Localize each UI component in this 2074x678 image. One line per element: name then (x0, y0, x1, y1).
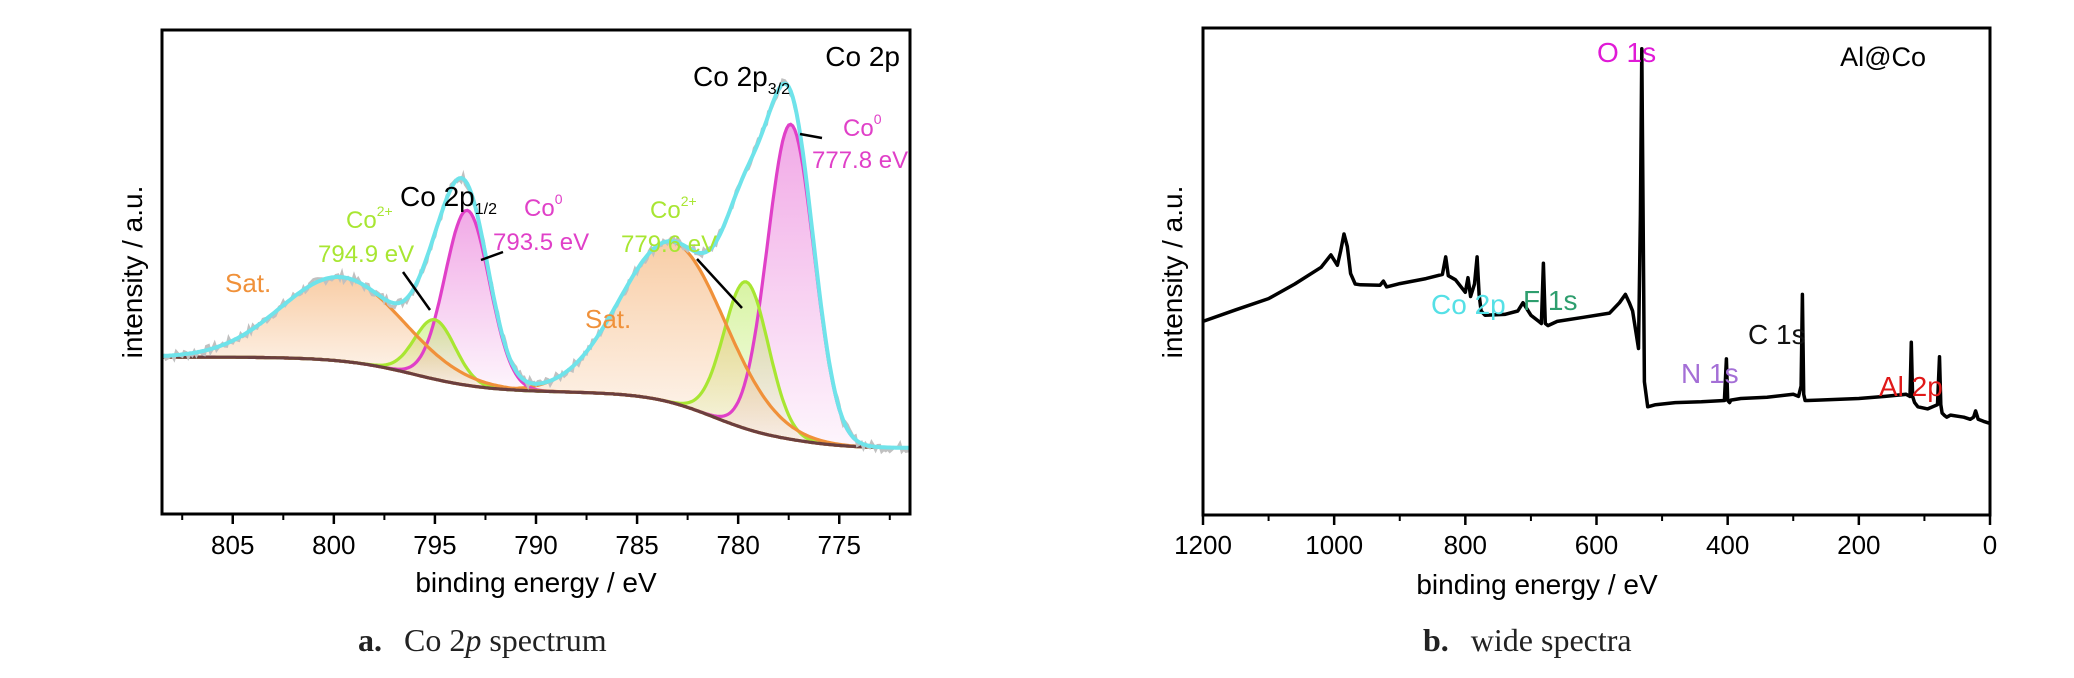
plot-frame (1201, 26, 1992, 517)
x-tick-label: 200 (1837, 530, 1880, 560)
chart-b-svg: 1200 1000 800 600 400 200 0 binding energy / e… (1157, 26, 1997, 600)
panel-b-wide-spectra: 1200 1000 800 600 400 200 0 binding energy / e… (1037, 0, 2074, 678)
caption-b: b. wide spectra (1423, 622, 1632, 662)
leader-line-co2-779 (696, 258, 743, 309)
y-axis-label: intensity / a.u. (1157, 186, 1188, 359)
annotation-co2-794-symbol: Co2+ (346, 203, 393, 234)
caption-text-italic: p (465, 622, 482, 658)
leader-line-co2-794 (401, 271, 432, 311)
peak-label-n1s: N 1s (1681, 358, 1739, 389)
x-tick-label: 800 (1444, 530, 1487, 560)
x-tick-label: 800 (312, 530, 355, 560)
caption-a: a. Co 2p spectrum (358, 622, 607, 662)
x-tick-label: 780 (716, 530, 759, 560)
annotation-sat-2p32: Sat. (585, 304, 631, 334)
peak-label-co2p: Co 2p (1431, 289, 1506, 320)
x-tick-label: 400 (1706, 530, 1749, 560)
component-fill-5 (170, 277, 514, 390)
component-lines (161, 78, 910, 455)
x-tick-label: 600 (1575, 530, 1618, 560)
annotation-co0-793-symbol: Co0 (524, 191, 563, 222)
x-tick-label: 785 (615, 530, 658, 560)
background-line (162, 355, 910, 450)
x-axis-label: binding energy / eV (1416, 569, 1658, 600)
x-tick-label: 1000 (1305, 530, 1363, 560)
leader-line-co0-793 (480, 250, 504, 262)
annotation-sat-2p12: Sat. (225, 268, 271, 298)
caption-text: wide spectra (1470, 622, 1632, 658)
x-axis-ticks: 1200 1000 800 600 400 200 0 (1174, 515, 1997, 560)
peak-label-c1s: C 1s (1748, 319, 1806, 350)
peak-label-al2p: Al 2p (1879, 371, 1943, 402)
caption-letter: a. (358, 622, 382, 658)
annotation-co2-779-symbol: Co2+ (650, 193, 697, 224)
caption-text-pre: Co 2 (404, 622, 466, 658)
x-tick-label: 775 (818, 530, 861, 560)
caption-letter: b. (1423, 622, 1449, 658)
wide-spectrum-line (1202, 47, 1991, 426)
envelope-line (161, 81, 910, 450)
chart-a-svg: 805 800 795 790 785 780 775 binding energy / e… (117, 28, 912, 598)
annotation-co2-779-value: 779.6 eV (621, 231, 717, 258)
annotation-co0-777-symbol: Co0 (843, 111, 882, 142)
corner-label: Al@Co (1840, 42, 1926, 72)
annotation-co0-793-value: 793.5 eV (493, 229, 589, 256)
x-axis-label: binding energy / eV (415, 567, 657, 598)
x-axis-ticks: 805 800 795 790 785 780 775 (181, 514, 891, 560)
x-tick-label: 1200 (1174, 530, 1232, 560)
leader-line-co0-777 (799, 132, 823, 140)
annotation-co2p32: Co 2p3/2 (693, 61, 790, 98)
panel-a-co2p-spectrum: 805 800 795 790 785 780 775 binding energy / e… (117, 28, 912, 662)
x-tick-label: 795 (413, 530, 456, 560)
component-fill-2 (511, 241, 836, 446)
annotation-co0-777-value: 777.8 eV (812, 147, 908, 174)
peak-label-f1s: F 1s (1523, 285, 1577, 316)
y-axis-label: intensity / a.u. (117, 186, 148, 359)
x-tick-label: 790 (514, 530, 557, 560)
peak-label-o1s: O 1s (1597, 37, 1656, 68)
caption-text-post: spectrum (481, 622, 607, 658)
annotation-co2-794-value: 794.9 eV (318, 241, 414, 268)
x-tick-label: 805 (211, 530, 254, 560)
annotation-co2p12: Co 2p1/2 (400, 181, 497, 218)
corner-label: Co 2p (825, 41, 900, 72)
x-tick-label: 0 (1983, 530, 1997, 560)
